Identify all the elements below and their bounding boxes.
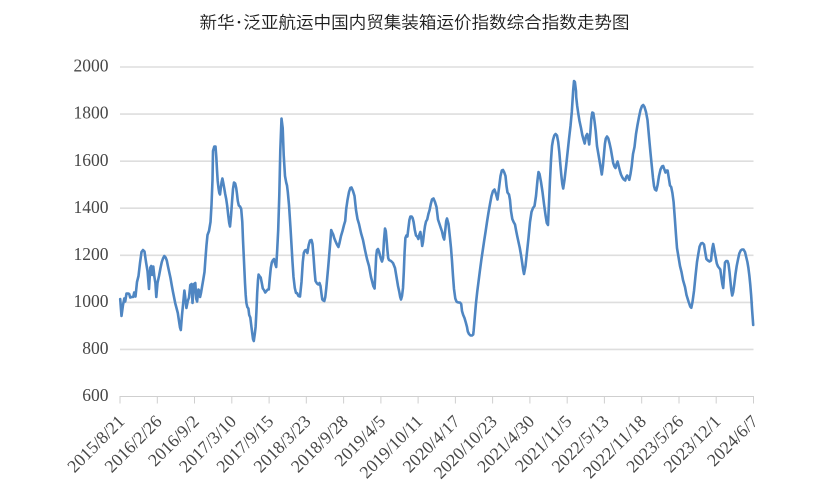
svg-text:600: 600 bbox=[82, 385, 109, 405]
svg-text:2000: 2000 bbox=[74, 56, 109, 76]
svg-text:1400: 1400 bbox=[74, 197, 109, 217]
svg-text:1200: 1200 bbox=[74, 244, 109, 264]
svg-text:800: 800 bbox=[82, 338, 109, 358]
svg-text:1000: 1000 bbox=[74, 291, 109, 311]
svg-text:1800: 1800 bbox=[74, 103, 109, 123]
svg-text:1600: 1600 bbox=[74, 150, 109, 170]
